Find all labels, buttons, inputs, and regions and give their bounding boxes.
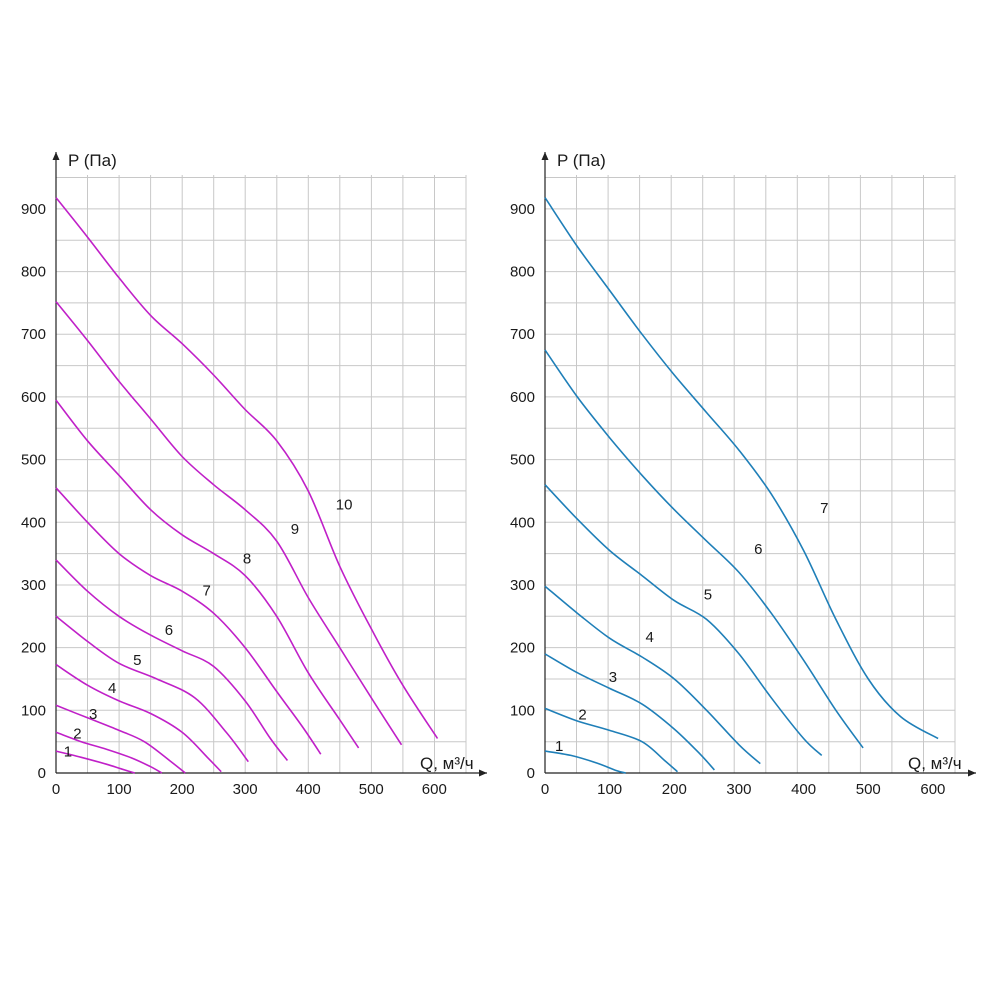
x-axis-arrow <box>479 769 487 777</box>
series-label-10: 10 <box>336 497 353 514</box>
x-tick-label: 200 <box>662 781 687 798</box>
series-line-7 <box>55 487 322 755</box>
series-line-10 <box>55 197 439 739</box>
series-line-2 <box>544 707 679 773</box>
series-label-7: 7 <box>203 583 211 600</box>
series-label-7: 7 <box>820 500 828 517</box>
series-line-6 <box>55 559 289 761</box>
series-line-7 <box>544 197 939 740</box>
y-tick-label: 200 <box>510 640 535 657</box>
series-label-3: 3 <box>89 706 97 723</box>
grid <box>545 175 956 773</box>
y-axis-arrow <box>541 152 549 160</box>
series-label-4: 4 <box>108 680 116 697</box>
grid <box>56 175 467 773</box>
y-tick-label: 200 <box>21 640 46 657</box>
series-line-4 <box>55 663 222 773</box>
y-tick-label: 800 <box>21 264 46 281</box>
series-line-3 <box>544 653 715 771</box>
y-tick-label: 100 <box>510 702 535 719</box>
y-tick-label: 0 <box>38 765 46 782</box>
x-tick-label: 400 <box>296 781 321 798</box>
y-tick-label: 500 <box>21 452 46 469</box>
left-chart-panel: P (Па)Q, м³/ч010020030040050060070080090… <box>21 151 487 798</box>
series-line-2 <box>55 731 163 774</box>
y-tick-label: 900 <box>510 201 535 218</box>
x-axis-arrow <box>968 769 976 777</box>
x-tick-label: 100 <box>107 781 132 798</box>
y-tick-label: 600 <box>510 389 535 406</box>
series-label-8: 8 <box>243 551 251 568</box>
series-label-3: 3 <box>609 669 617 686</box>
x-tick-label: 600 <box>920 781 945 798</box>
series-label-6: 6 <box>165 622 173 639</box>
y-tick-label: 100 <box>21 702 46 719</box>
y-axis-label: P (Па) <box>68 151 117 170</box>
series-label-2: 2 <box>73 726 81 743</box>
series-label-1: 1 <box>555 738 563 755</box>
y-tick-label: 800 <box>510 264 535 281</box>
y-tick-label: 500 <box>510 452 535 469</box>
series-line-8 <box>55 399 360 749</box>
series-label-1: 1 <box>64 744 72 761</box>
x-tick-label: 500 <box>359 781 384 798</box>
series-label-6: 6 <box>754 541 762 558</box>
x-tick-label: 300 <box>726 781 751 798</box>
x-axis-label: Q, м³/ч <box>420 754 474 773</box>
y-tick-label: 600 <box>21 389 46 406</box>
series-label-5: 5 <box>133 652 141 669</box>
series-line-6 <box>544 349 864 749</box>
x-tick-label: 300 <box>233 781 258 798</box>
y-tick-label: 300 <box>21 577 46 594</box>
y-tick-label: 400 <box>21 514 46 531</box>
x-tick-label: 0 <box>52 781 60 798</box>
x-tick-label: 600 <box>422 781 447 798</box>
series-label-2: 2 <box>578 707 586 724</box>
y-tick-label: 400 <box>510 514 535 531</box>
series-line-5 <box>55 615 249 763</box>
y-tick-label: 700 <box>21 326 46 343</box>
x-tick-label: 100 <box>597 781 622 798</box>
y-tick-label: 300 <box>510 577 535 594</box>
series-label-4: 4 <box>646 629 654 646</box>
x-tick-label: 400 <box>791 781 816 798</box>
x-tick-label: 500 <box>856 781 881 798</box>
y-axis-label: P (Па) <box>557 151 606 170</box>
y-axis-arrow <box>52 152 60 160</box>
series-line-3 <box>55 704 186 774</box>
y-tick-label: 0 <box>527 765 535 782</box>
series-label-9: 9 <box>291 521 299 538</box>
series-line-1 <box>55 750 136 774</box>
x-axis-label: Q, м³/ч <box>908 754 962 773</box>
series-line-5 <box>544 484 823 756</box>
right-chart-panel: P (Па) Q, м³/ч 0 100 200 300 400 500 600 700 800 90… <box>510 151 976 798</box>
series-line-4 <box>544 585 761 765</box>
x-tick-label: 0 <box>541 781 549 798</box>
x-tick-label: 200 <box>170 781 195 798</box>
series-line-9 <box>55 301 403 746</box>
y-tick-label: 700 <box>510 326 535 343</box>
series-line-1 <box>544 750 626 774</box>
series-label-5: 5 <box>704 586 712 603</box>
y-tick-label: 900 <box>21 201 46 218</box>
